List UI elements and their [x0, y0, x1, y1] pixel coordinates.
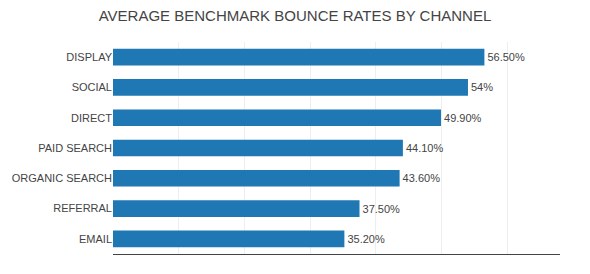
- svg-text:56.50%: 56.50%: [487, 51, 525, 63]
- svg-text:49.90%: 49.90%: [444, 112, 482, 124]
- svg-text:EMAIL: EMAIL: [79, 233, 112, 245]
- svg-text:54%: 54%: [471, 81, 493, 93]
- svg-text:ORGANIC SEARCH: ORGANIC SEARCH: [12, 172, 112, 184]
- svg-text:SOCIAL: SOCIAL: [72, 81, 112, 93]
- svg-text:REFERRAL: REFERRAL: [53, 202, 112, 214]
- svg-text:44.10%: 44.10%: [406, 142, 444, 154]
- svg-text:PAID SEARCH: PAID SEARCH: [38, 142, 112, 154]
- svg-text:37.50%: 37.50%: [363, 203, 401, 215]
- svg-text:35.20%: 35.20%: [347, 233, 385, 245]
- svg-text:AVERAGE BENCHMARK BOUNCE RATES: AVERAGE BENCHMARK BOUNCE RATES BY CHANNE…: [99, 7, 492, 24]
- svg-text:DIRECT: DIRECT: [71, 112, 112, 124]
- svg-text:43.60%: 43.60%: [403, 172, 441, 184]
- svg-text:DISPLAY: DISPLAY: [66, 51, 112, 63]
